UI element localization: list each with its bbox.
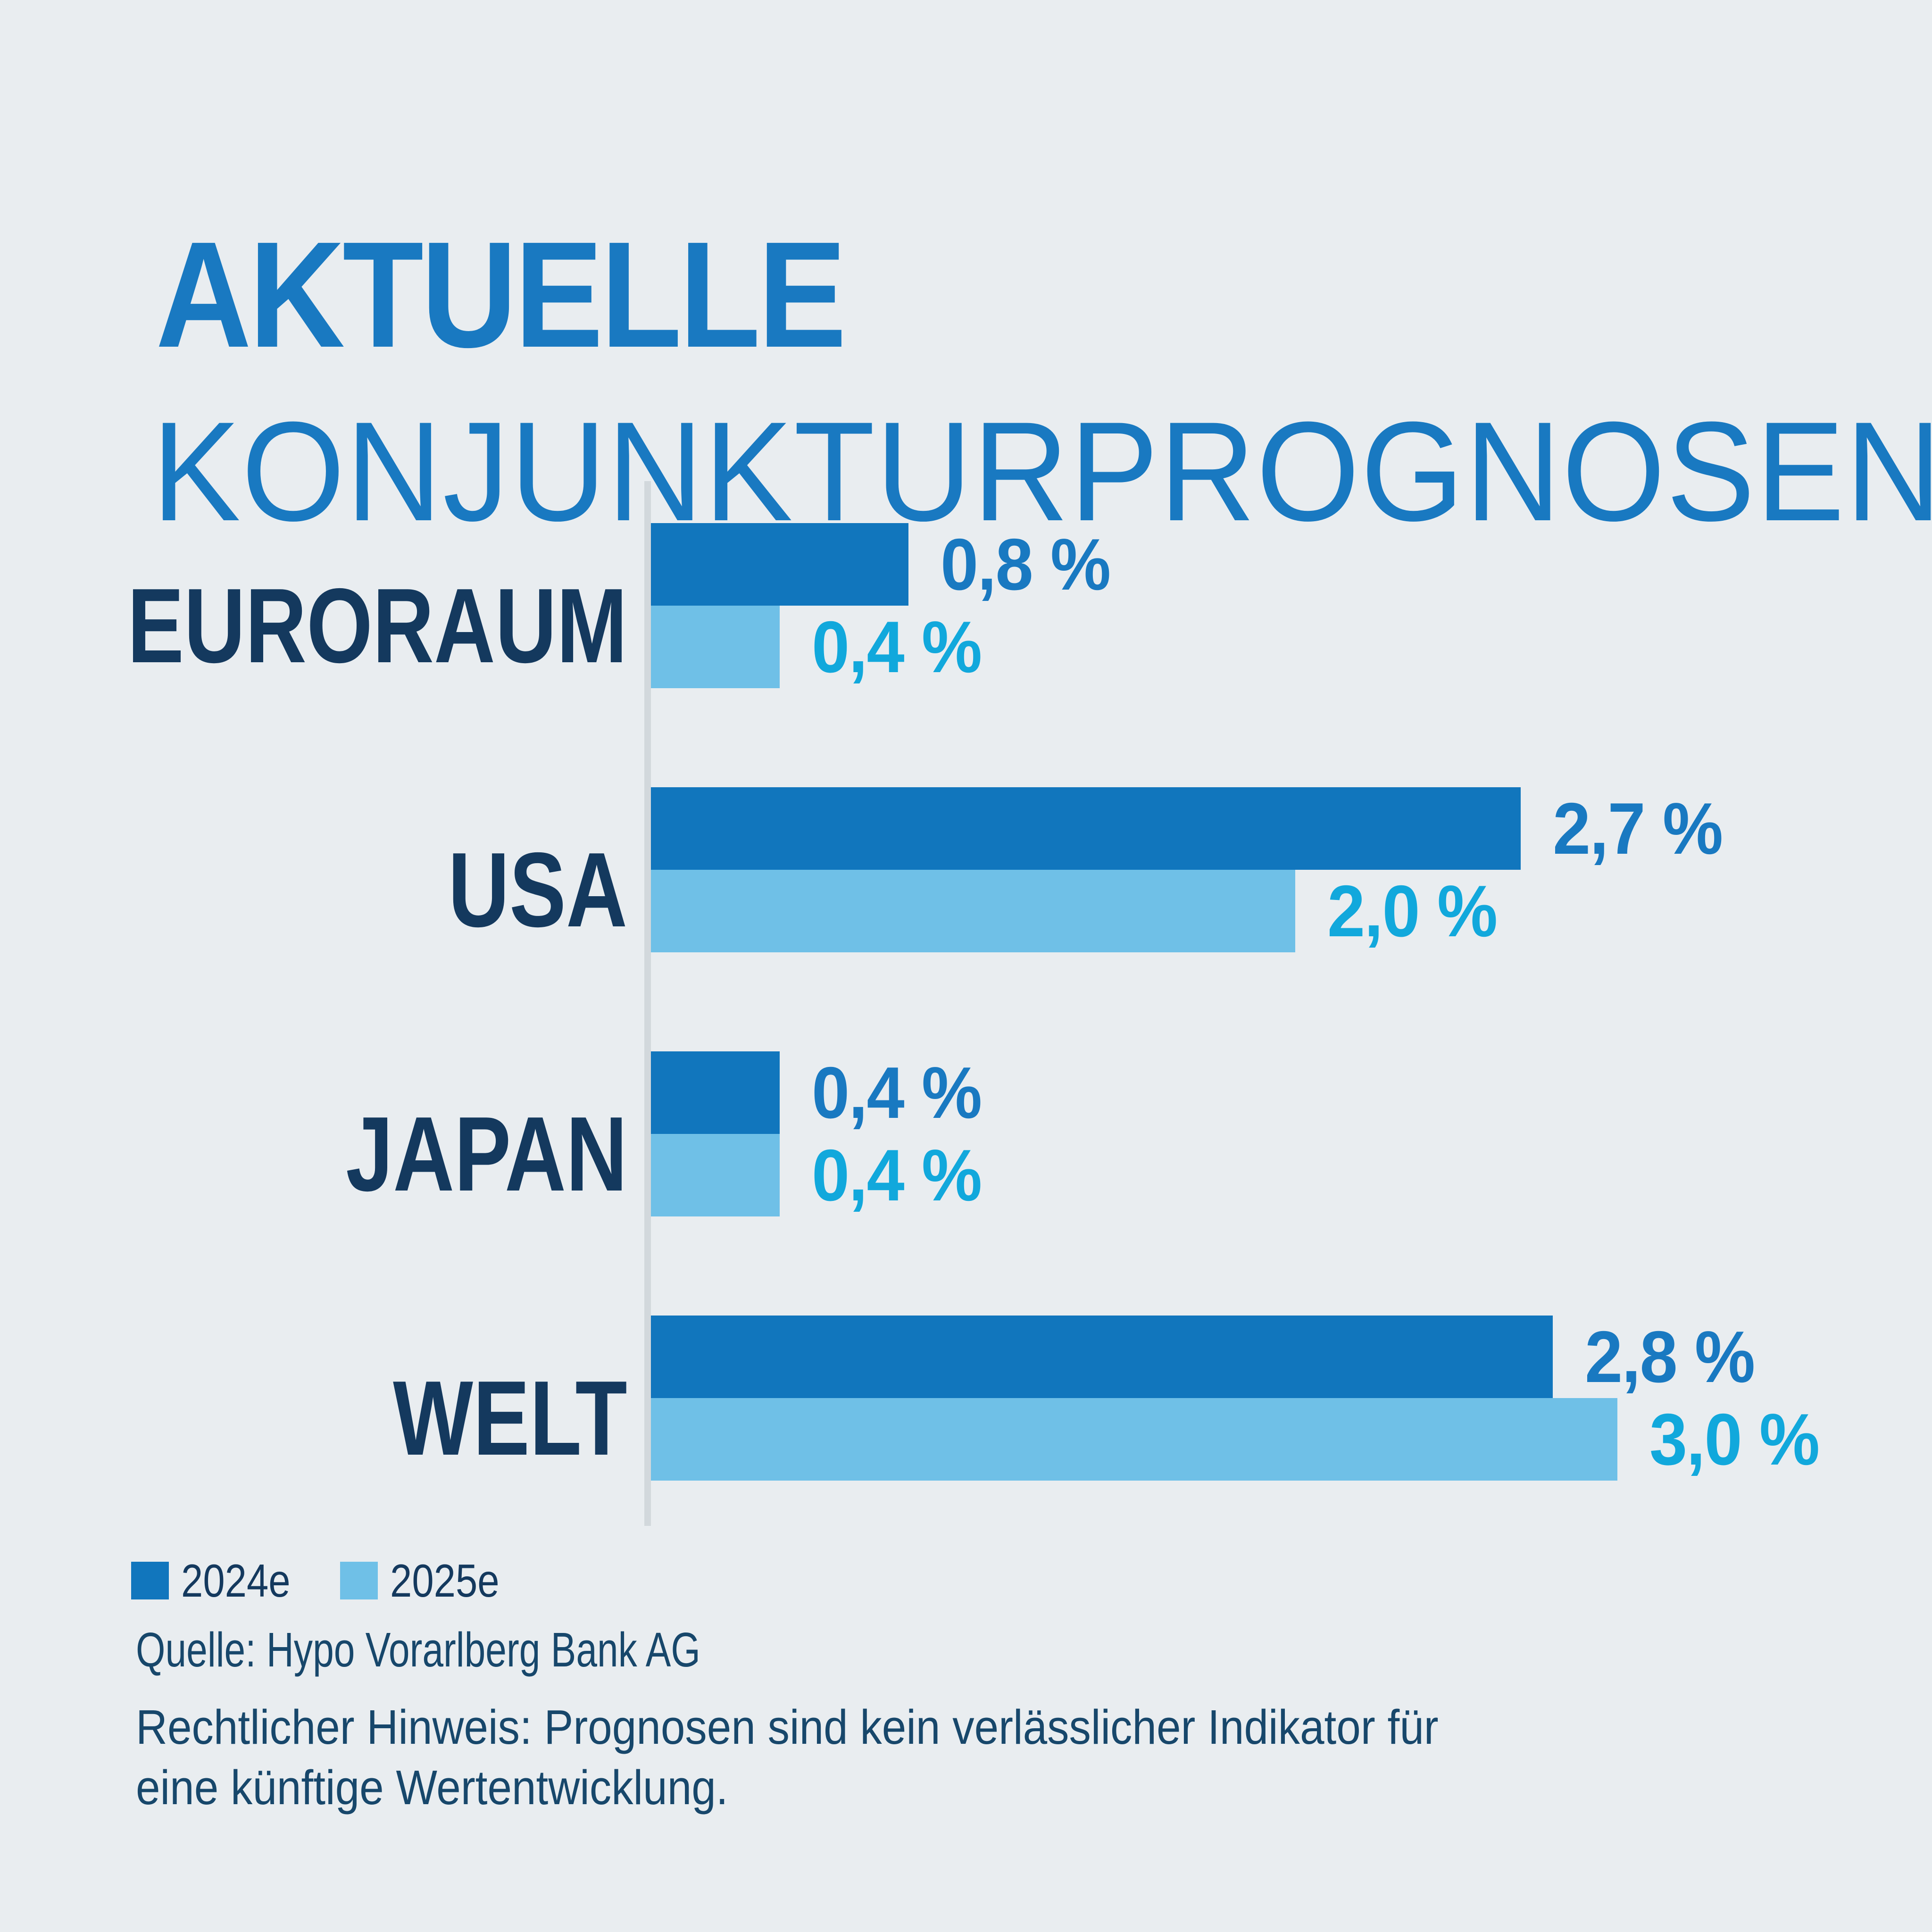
bar-line-2025: 2,0 % bbox=[651, 870, 1509, 952]
page-title-line1: AKTUELLE bbox=[156, 210, 847, 379]
bar-2025 bbox=[651, 1398, 1617, 1481]
category-label-wrap: USA bbox=[0, 787, 627, 952]
bar-2024 bbox=[651, 1051, 780, 1134]
value-label-2025: 2,0 % bbox=[1327, 870, 1498, 952]
bar-2025 bbox=[651, 870, 1295, 952]
category-label: WELT bbox=[393, 1358, 628, 1477]
legal-note-line1: Rechtlicher Hinweis: Prognosen sind kein… bbox=[136, 1700, 1439, 1754]
source-note: Quelle: Hypo Vorarlberg Bank AG bbox=[136, 1623, 700, 1677]
bar-2024 bbox=[651, 523, 908, 606]
chart-row: JAPAN 0,4 % 0,4 % bbox=[0, 1051, 1932, 1216]
legend-label-2024e: 2024e bbox=[181, 1555, 291, 1607]
legend-item-2024e: 2024e bbox=[131, 1557, 310, 1604]
chart-legend: 2024e 2025e bbox=[131, 1557, 518, 1604]
legal-note: Rechtlicher Hinweis: Prognosen sind kein… bbox=[136, 1697, 1439, 1818]
chart-row: USA 2,7 % 2,0 % bbox=[0, 787, 1932, 952]
category-label-wrap: JAPAN bbox=[0, 1051, 627, 1216]
value-label-2025: 0,4 % bbox=[812, 606, 982, 688]
bar-line-2024: 0,8 % bbox=[651, 523, 1123, 606]
value-label-2024: 2,8 % bbox=[1585, 1316, 1755, 1398]
legal-note-line2: eine künftige Wertentwicklung. bbox=[136, 1760, 728, 1815]
category-label: JAPAN bbox=[346, 1094, 627, 1213]
category-label-wrap: WELT bbox=[0, 1316, 628, 1481]
bar-2025 bbox=[651, 1134, 780, 1216]
chart-axis-line bbox=[644, 481, 651, 1526]
bar-line-2025: 3,0 % bbox=[651, 1398, 1832, 1481]
legend-swatch-2025e bbox=[340, 1562, 378, 1599]
bar-line-2025: 0,4 % bbox=[651, 606, 994, 688]
bar-line-2025: 0,4 % bbox=[651, 1134, 994, 1216]
bar-line-2024: 0,4 % bbox=[651, 1051, 994, 1134]
bar-2025 bbox=[651, 606, 780, 688]
bar-line-2024: 2,8 % bbox=[651, 1316, 1767, 1398]
category-label-wrap: EURORAUM bbox=[0, 523, 627, 688]
value-label-2024: 2,7 % bbox=[1553, 788, 1723, 869]
bar-2024 bbox=[651, 787, 1521, 870]
chart-row: WELT 2,8 % 3,0 % bbox=[0, 1316, 1932, 1481]
chart-row: EURORAUM 0,8 % 0,4 % bbox=[0, 523, 1932, 688]
legend-label-2025e: 2025e bbox=[390, 1555, 500, 1607]
bar-2024 bbox=[651, 1316, 1553, 1398]
bar-line-2024: 2,7 % bbox=[651, 787, 1735, 870]
page-title-line2: KONJUNKTURPROGNOSEN bbox=[152, 392, 1932, 550]
value-label-2024: 0,4 % bbox=[812, 1052, 982, 1133]
category-label: EURORAUM bbox=[127, 566, 627, 685]
legend-item-2025e: 2025e bbox=[340, 1557, 519, 1604]
value-label-2025: 0,4 % bbox=[812, 1134, 982, 1216]
value-label-2024: 0,8 % bbox=[941, 524, 1111, 605]
legend-swatch-2024e bbox=[131, 1562, 169, 1599]
category-label: USA bbox=[448, 830, 627, 949]
value-label-2025: 3,0 % bbox=[1649, 1399, 1820, 1480]
